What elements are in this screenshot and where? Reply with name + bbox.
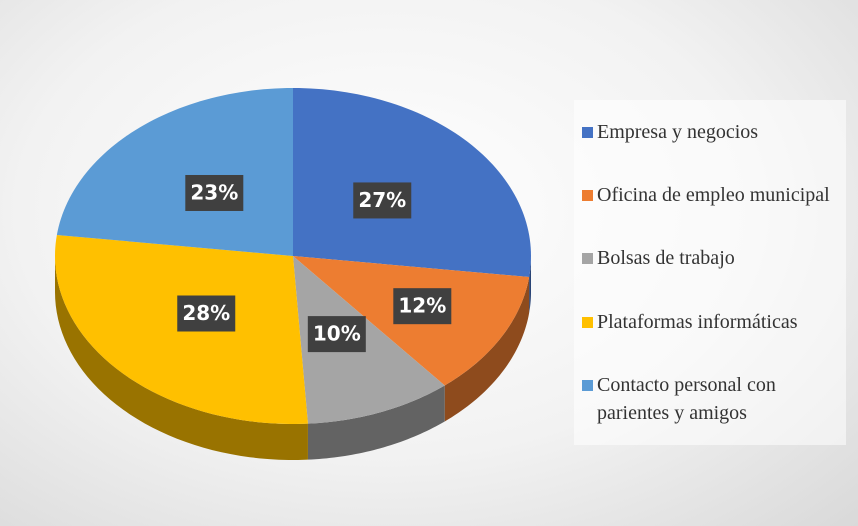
value-label-box xyxy=(307,316,366,353)
value-label: 27% xyxy=(358,188,406,212)
legend-label: Contacto personal con parientes y amigos xyxy=(597,374,776,425)
value-label-box xyxy=(185,174,244,211)
legend-item: Empresa y negocios xyxy=(574,118,846,146)
legend-item: Oficina de empleo municipal xyxy=(574,181,846,209)
value-label: 12% xyxy=(398,294,446,318)
legend-swatch xyxy=(582,126,593,138)
legend-item: Contacto personal con parientes y amigos xyxy=(574,371,846,427)
legend-item: Bolsas de trabajo xyxy=(574,244,846,272)
legend-label: Empresa y negocios xyxy=(597,120,759,143)
slice-side xyxy=(307,385,445,460)
legend-swatch xyxy=(582,190,593,202)
value-label: 23% xyxy=(190,180,238,204)
legend-label: Oficina de empleo municipal xyxy=(597,184,830,207)
slice-side xyxy=(444,277,530,422)
legend-label: Bolsas de trabajo xyxy=(597,247,735,270)
slice-side xyxy=(55,256,308,460)
legend-swatch xyxy=(582,253,593,265)
legend-item: Plataformas informáticas xyxy=(574,308,846,336)
value-label-box xyxy=(353,182,412,219)
legend-swatch xyxy=(582,316,593,328)
slice xyxy=(293,88,531,278)
legend: Empresa y negocios Oficina de empleo muni… xyxy=(574,100,846,445)
value-label-box xyxy=(393,288,452,325)
slice-side xyxy=(529,256,531,314)
value-label: 10% xyxy=(313,322,361,346)
value-label-box xyxy=(177,295,236,332)
legend-swatch xyxy=(582,380,593,392)
slice xyxy=(56,88,293,256)
legend-label: Plataformas informáticas xyxy=(597,310,798,333)
slice xyxy=(293,256,445,424)
value-label: 28% xyxy=(182,301,230,325)
